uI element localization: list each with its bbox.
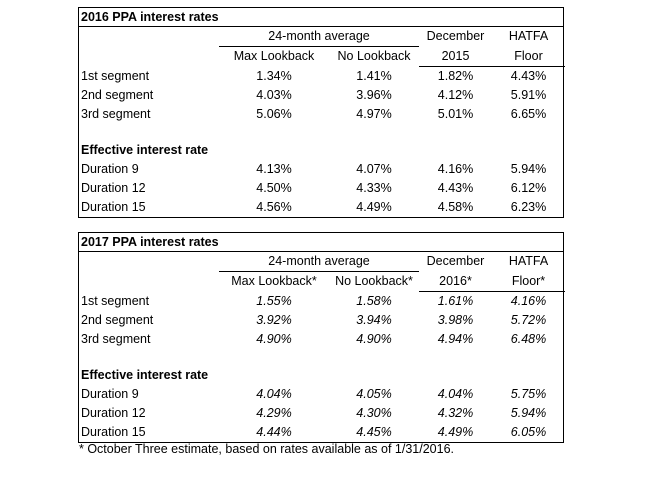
header-spacer: [79, 252, 219, 271]
table-cell: 1.55%: [256, 294, 292, 308]
table-cell: 4.30%: [356, 406, 392, 420]
table-cell: 5.94%: [510, 162, 547, 176]
col-header: Floor: [492, 47, 565, 67]
table-cell: 1.82%: [437, 69, 474, 83]
row-label: Duration 9: [81, 162, 139, 176]
table-cell: 4.16%: [510, 294, 547, 308]
table-cell: 4.44%: [256, 425, 292, 439]
col-header-top: December: [426, 254, 485, 268]
table-cell: 4.90%: [256, 332, 292, 346]
row-label: 1st segment: [81, 294, 150, 308]
table-cell: 5.75%: [510, 387, 547, 401]
table-cell: 5.06%: [256, 107, 292, 121]
table-cell: 4.07%: [356, 162, 392, 176]
row-label: 3rd segment: [81, 107, 151, 121]
col-header: 2015: [419, 47, 492, 67]
row-label: Duration 9: [81, 387, 139, 401]
table-cell: 4.43%: [510, 69, 547, 83]
table-grid: 24-month average December HATFA Max Lookbac…: [79, 27, 565, 217]
table-cell: 1.34%: [256, 69, 292, 83]
table-title: 2017 PPA interest rates: [79, 233, 563, 252]
table-cell: 5.91%: [510, 88, 547, 102]
table-cell: 4.32%: [437, 406, 474, 420]
table-cell: 4.33%: [356, 181, 392, 195]
table-cell: 3.92%: [256, 313, 292, 327]
group-header: 24-month average: [219, 27, 419, 47]
col-header: No Lookback: [337, 49, 411, 63]
footnote: * October Three estimate, based on rates…: [79, 442, 454, 456]
ppa-2016-table: 2016 PPA interest rates 24-month average D…: [78, 7, 565, 218]
table-cell: 4.05%: [356, 387, 392, 401]
table-cell: 4.43%: [437, 181, 474, 195]
table-cell: 4.90%: [356, 332, 392, 346]
col-header: Max Lookback*: [231, 274, 317, 288]
section-heading: Effective interest rate: [81, 143, 209, 157]
table-cell: 6.65%: [510, 107, 547, 121]
table-cell: 5.72%: [510, 313, 547, 327]
table-cell: 4.12%: [437, 88, 474, 102]
col-header: No Lookback*: [335, 274, 413, 288]
spacer-row: [79, 124, 565, 141]
table-cell: 4.13%: [256, 162, 292, 176]
group-header: 24-month average: [219, 252, 419, 272]
table-cell: 4.04%: [256, 387, 292, 401]
table-cell: 3.96%: [356, 88, 392, 102]
table-cell: 4.49%: [356, 200, 392, 214]
row-label: 1st segment: [81, 69, 150, 83]
section-heading: Effective interest rate: [81, 368, 209, 382]
header-spacer: [79, 27, 219, 46]
table-cell: 4.58%: [437, 200, 474, 214]
header-spacer: [79, 47, 219, 66]
table-cell: 6.23%: [510, 200, 547, 214]
table-cell: 3.94%: [356, 313, 392, 327]
table-grid: 24-month average December HATFA Max Lookbac…: [79, 252, 565, 442]
table-cell: 4.49%: [437, 425, 474, 439]
table-cell: 3.98%: [437, 313, 474, 327]
col-header: Max Lookback: [233, 49, 315, 63]
table-cell: 4.03%: [256, 88, 292, 102]
table-cell: 4.04%: [437, 387, 474, 401]
table-cell: 4.45%: [356, 425, 392, 439]
table-cell: 4.94%: [437, 332, 474, 346]
table-cell: 1.61%: [437, 294, 474, 308]
col-header-top: HATFA: [508, 254, 549, 268]
col-header: Floor*: [492, 272, 565, 292]
col-header-top: December: [426, 29, 485, 43]
table-cell: 1.41%: [356, 69, 392, 83]
row-label: Duration 15: [81, 425, 146, 439]
table-title: 2016 PPA interest rates: [79, 8, 563, 27]
row-label: 3rd segment: [81, 332, 151, 346]
table-cell: 6.48%: [510, 332, 547, 346]
table-cell: 6.05%: [510, 425, 547, 439]
header-spacer: [79, 272, 219, 291]
row-label: Duration 12: [81, 181, 146, 195]
table-cell: 5.01%: [437, 107, 474, 121]
table-cell: 4.97%: [356, 107, 392, 121]
row-label: 2nd segment: [81, 88, 154, 102]
table-cell: 6.12%: [510, 181, 547, 195]
row-label: Duration 12: [81, 406, 146, 420]
col-header: 2016*: [419, 272, 492, 292]
table-cell: 4.16%: [437, 162, 474, 176]
ppa-2017-table: 2017 PPA interest rates 24-month average D…: [78, 232, 565, 443]
table-cell: 1.58%: [356, 294, 392, 308]
table-cell: 4.29%: [256, 406, 292, 420]
row-label: Duration 15: [81, 200, 146, 214]
col-header-top: HATFA: [508, 29, 549, 43]
table-cell: 4.56%: [256, 200, 292, 214]
table-cell: 5.94%: [510, 406, 547, 420]
row-label: 2nd segment: [81, 313, 154, 327]
table-cell: 4.50%: [256, 181, 292, 195]
spacer-row: [79, 349, 565, 366]
